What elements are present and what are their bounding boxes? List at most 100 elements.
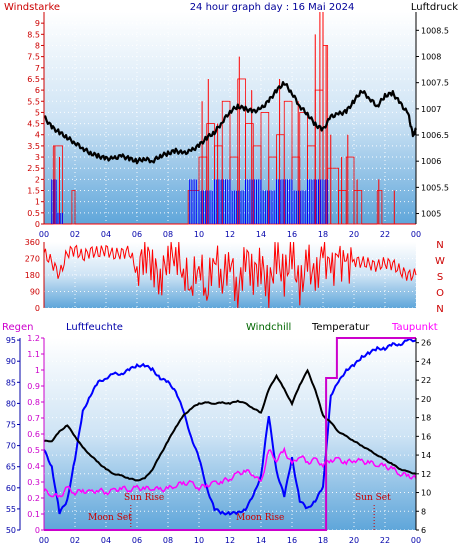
humidity-tick-label: 80 [6, 399, 16, 408]
compass-label: N [436, 240, 443, 251]
wind-speed-label: Windstarke [4, 2, 60, 13]
pressure-tick-label: 1008.5 [421, 26, 449, 35]
rain-label: Regen [2, 322, 34, 333]
pressure-tick-label: 1006 [421, 157, 441, 166]
rain-tick-label: 0.8 [27, 398, 40, 407]
temperature-tick-label: 12 [421, 470, 431, 479]
wind-time-tick-label: 02 [70, 230, 80, 239]
wind-tick-label: 2.5 [27, 164, 40, 173]
temperature-time-tick-label: 00 [39, 536, 49, 545]
temperature-time-tick-label: 22 [380, 536, 390, 545]
direction-tick-label: 180 [25, 271, 40, 280]
astronomy-annotations: Moon Set Sun Rise Moon Rise Sun Set [88, 493, 391, 530]
wind-tick-label: 9 [35, 19, 40, 28]
temperature-time-tick-label: 10 [194, 536, 204, 545]
wind-time-tick-label: 00 [411, 230, 421, 239]
windchill-label: Windchill [246, 322, 291, 333]
compass-label: W [435, 256, 445, 267]
wind-tick-label: 4 [35, 131, 40, 140]
wind-time-axis: 00 02 04 06 08 10 12 14 16 18 20 22 00 [39, 230, 421, 239]
wind-time-tick-label: 12 [225, 230, 235, 239]
pressure-tick-label: 1007.5 [421, 79, 449, 88]
temperature-tick-label: 20 [421, 395, 431, 404]
rain-tick-label: 0.4 [27, 462, 40, 471]
direction-tick-label: 270 [25, 255, 40, 264]
sun-rise-label: Sun Rise [124, 493, 164, 503]
rain-tick-label: 0.9 [27, 382, 40, 391]
direction-line [43, 241, 417, 309]
pressure-series [43, 81, 418, 165]
wind-tick-label: 5.5 [27, 97, 40, 106]
wind-tick-label: 6.5 [27, 75, 40, 84]
wind-bar [71, 190, 76, 225]
pressure-tick-label: 1005.5 [421, 183, 449, 192]
rain-line [44, 337, 416, 531]
direction-tick-label: 0 [35, 304, 40, 313]
direction-axis: 0 90 180 270 360 [25, 238, 40, 313]
pressure-label: Luftdruck [411, 2, 458, 13]
direction-tick-label: 90 [30, 288, 40, 297]
wind-tick-label: 7 [35, 64, 40, 73]
rain-tick-label: 0.2 [27, 494, 40, 503]
gust-series [51, 179, 328, 224]
temperature-tick-label: 16 [421, 432, 431, 441]
wind-tick-label: 8 [35, 41, 40, 50]
temperature-time-tick-label: 16 [287, 536, 297, 545]
humidity-tick-label: 85 [6, 378, 16, 387]
humidity-tick-label: 60 [6, 484, 16, 493]
temperature-tick-label: 22 [421, 376, 431, 385]
pressure-tick-label: 1007 [421, 105, 441, 114]
temperature-time-tick-label: 20 [349, 536, 359, 545]
compass-label: N [436, 304, 443, 315]
temperature-time-tick-label: 12 [225, 536, 235, 545]
temperature-tick-label: 14 [421, 451, 431, 460]
humidity-tick-label: 75 [6, 421, 16, 430]
pressure-tick-label: 1005 [421, 210, 441, 219]
temperature-time-tick-label: 06 [132, 536, 142, 545]
wind-bar [376, 190, 383, 225]
temperature-time-tick-label: 00 [411, 536, 421, 545]
temperature-tick-label: 24 [421, 357, 431, 366]
wind-time-tick-label: 06 [132, 230, 142, 239]
temperature-tick-label: 10 [421, 489, 431, 498]
compass-label: S [437, 272, 443, 283]
humidity-tick-label: 95 [6, 336, 16, 345]
wind-time-tick-label: 14 [256, 230, 266, 239]
temperature-time-tick-label: 18 [318, 536, 328, 545]
wind-time-tick-label: 00 [39, 230, 49, 239]
wind-tick-label: 5 [35, 108, 40, 117]
temperature-tick-label: 26 [421, 339, 431, 348]
wind-time-tick-label: 22 [380, 230, 390, 239]
rain-tick-label: 1.1 [27, 350, 40, 359]
wind-time-tick-label: 04 [101, 230, 111, 239]
humidity-tick-label: 90 [6, 357, 16, 366]
temperature-tick-label: 18 [421, 414, 431, 423]
wind-tick-label: 0 [35, 220, 40, 229]
temperature-humidity-panel: Regen Luftfeuchte Windchill Temperatur T… [2, 322, 438, 545]
wind-axis: 0 0.5 1 1.5 2 2.5 3 3.5 4 4.5 5 5.5 6 6.5 7 7.5 8 8.5 9 [27, 19, 44, 229]
temperature-time-tick-label: 04 [101, 536, 111, 545]
rain-tick-label: 0.1 [27, 510, 40, 519]
pressure-tick-label: 1006.5 [421, 131, 449, 140]
wind-time-tick-label: 20 [349, 230, 359, 239]
wind-time-tick-label: 08 [163, 230, 173, 239]
humidity-axis: 50 55 60 65 70 75 80 85 90 95 [6, 336, 20, 535]
chart-title: 24 hour graph day : 16 Mai 2024 [190, 2, 355, 13]
wind-tick-label: 6 [35, 86, 40, 95]
rain-tick-label: 0.5 [27, 446, 40, 455]
wind-time-tick-label: 16 [287, 230, 297, 239]
rain-tick-label: 1.2 [27, 334, 40, 343]
humidity-tick-label: 55 [6, 505, 16, 514]
temperature-tick-label: 8 [421, 507, 426, 516]
wind-tick-label: 3 [35, 153, 40, 162]
temperature-time-tick-label: 14 [256, 536, 266, 545]
humidity-tick-label: 65 [6, 463, 16, 472]
wind-bar [353, 190, 363, 225]
pressure-line [43, 81, 418, 165]
wind-time-tick-label: 18 [318, 230, 328, 239]
wind-time-tick-label: 10 [194, 230, 204, 239]
rain-tick-label: 1 [35, 366, 40, 375]
